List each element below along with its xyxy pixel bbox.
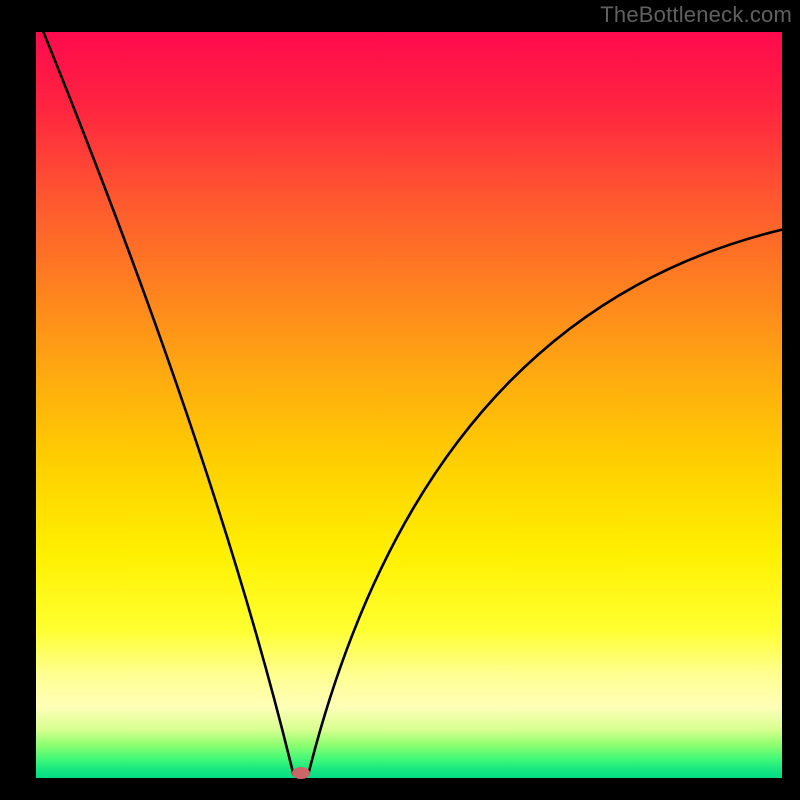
plot-background (36, 32, 782, 778)
plot-area (36, 32, 782, 778)
optimal-marker (292, 767, 310, 779)
chart-frame: TheBottleneck.com (0, 0, 800, 800)
watermark-label: TheBottleneck.com (600, 2, 792, 28)
bottleneck-curve-svg (36, 32, 782, 778)
